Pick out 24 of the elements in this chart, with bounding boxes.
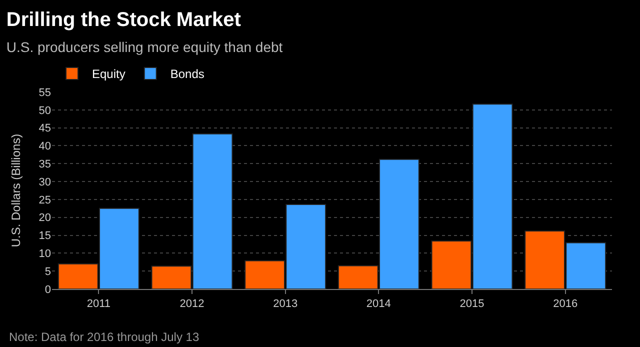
x-tick-label: 2013: [273, 298, 298, 310]
text: Note: Data for 2016 through July 13: [9, 330, 200, 344]
legend-label: Bonds: [170, 67, 204, 82]
chart-subtitle: U.S. producers selling more equity than debt: [6, 39, 283, 56]
y-tick-label: 35: [38, 158, 51, 170]
y-tick-label: 55: [38, 86, 51, 99]
y-tick-label: 45: [38, 122, 51, 135]
x-tick-label: 2011: [86, 298, 110, 310]
y-tick-label: 10: [38, 248, 51, 260]
y-tick-label: 25: [38, 194, 51, 206]
y-tick-label: 40: [38, 140, 51, 153]
y-axis-title: U.S. Dollars (Billions): [9, 134, 24, 248]
y-tick-label: 0: [44, 284, 51, 296]
x-tick-label: 2012: [180, 298, 204, 310]
x-tick-label: 2015: [460, 298, 484, 310]
y-tick-label: 15: [38, 230, 51, 242]
chart-title: Drilling the Stock Market: [6, 9, 242, 32]
y-tick-label: 20: [38, 212, 51, 224]
y-tick-label: 5: [44, 266, 51, 278]
y-tick-label: 50: [38, 104, 51, 117]
legend-label: Equity: [92, 67, 126, 82]
x-tick-label: 2016: [553, 298, 578, 310]
x-tick-label: 2014: [366, 298, 391, 310]
y-tick-label: 30: [38, 176, 51, 188]
